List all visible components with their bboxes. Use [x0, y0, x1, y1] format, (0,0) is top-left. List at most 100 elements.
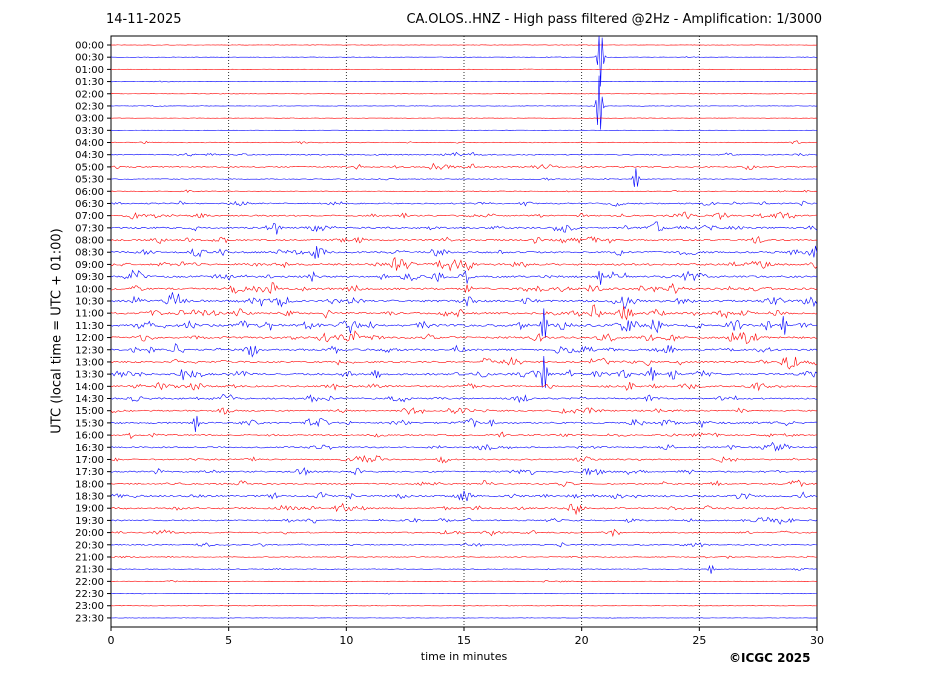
trace-row-2330 [111, 617, 817, 619]
x-tick-label: 25 [692, 634, 706, 647]
row-time-label: 09:30 [75, 272, 104, 283]
row-time-label: 17:30 [75, 467, 104, 478]
trace-row-2200 [111, 580, 817, 583]
row-time-label: 07:00 [75, 211, 104, 222]
trace-row-0230 [111, 75, 817, 130]
x-tick-label: 0 [108, 634, 115, 647]
row-time-label: 19:00 [75, 504, 104, 515]
row-time-label: 20:30 [75, 540, 104, 551]
trace-row-2230 [111, 592, 817, 595]
trace-row-2300 [111, 605, 817, 607]
x-tick-label: 15 [457, 634, 471, 647]
row-time-label: 23:30 [75, 613, 104, 624]
trace-row-0430 [111, 151, 817, 157]
trace-row-0700 [111, 211, 817, 221]
row-time-label: 18:30 [75, 492, 104, 503]
row-time-label: 14:30 [75, 394, 104, 405]
row-time-label: 02:00 [75, 89, 104, 100]
trace-row-0400 [111, 140, 817, 145]
trace-row-1600 [111, 431, 817, 440]
row-time-label: 21:00 [75, 552, 104, 563]
trace-row-0200 [111, 93, 817, 95]
trace-row-0930 [111, 269, 817, 285]
row-time-label: 16:00 [75, 431, 104, 442]
row-time-label: 22:00 [75, 577, 104, 588]
plot-frame [110, 35, 818, 628]
trace-row-1400 [111, 381, 817, 392]
trace-row-0630 [111, 200, 817, 207]
trace-row-1230 [111, 343, 817, 358]
x-axis-label: time in minutes [420, 650, 508, 663]
row-time-label: 01:30 [75, 77, 104, 88]
x-axis: 0 5 10 15 20 25 30 [108, 627, 824, 647]
y-axis-label: UTC (local time = UTC + 01:00) [49, 228, 65, 434]
row-time-label: 17:00 [75, 455, 104, 466]
row-time-label: 03:30 [75, 126, 104, 137]
row-time-label: 14:00 [75, 382, 104, 393]
row-time-label: 07:30 [75, 223, 104, 234]
trace-row-0130 [111, 80, 817, 83]
row-time-label: 11:00 [75, 309, 104, 320]
trace-row-1030 [111, 292, 817, 310]
row-time-label: 09:00 [75, 260, 104, 271]
trace-row-0900 [111, 256, 817, 272]
trace-row-0030 [111, 36, 817, 87]
row-time-label: 04:30 [75, 150, 104, 161]
trace-row-1900 [111, 502, 817, 516]
trace-row-1300 [111, 356, 817, 370]
row-time-label: 13:00 [75, 357, 104, 368]
trace-row-1730 [111, 467, 817, 476]
copyright-notice: ©ICGC 2025 [729, 651, 811, 665]
row-time-label: 03:00 [75, 114, 104, 125]
trace-row-1700 [111, 455, 817, 464]
trace-row-1330 [111, 356, 817, 388]
row-time-label: 16:30 [75, 443, 104, 454]
row-time-label: 19:30 [75, 516, 104, 527]
trace-row-0330 [111, 129, 817, 131]
row-time-label: 06:00 [75, 187, 104, 198]
recording-date: 14-11-2025 [106, 12, 182, 27]
chart-title: CA.OLOS..HNZ - High pass filtered @2Hz -… [406, 12, 822, 27]
row-time-label: 06:30 [75, 199, 104, 210]
row-time-label: 10:00 [75, 284, 104, 295]
row-time-label: 05:00 [75, 162, 104, 173]
row-time-label: 00:00 [75, 41, 104, 52]
seismic-traces [111, 36, 817, 619]
row-time-label: 15:00 [75, 406, 104, 417]
trace-row-2130 [111, 564, 817, 574]
row-time-label: 08:00 [75, 236, 104, 247]
row-time-label: 13:30 [75, 370, 104, 381]
trace-row-2100 [111, 555, 817, 559]
row-time-label: 12:30 [75, 345, 104, 356]
row-time-label: 15:30 [75, 418, 104, 429]
row-time-label: 22:30 [75, 589, 104, 600]
row-time-label: 10:30 [75, 296, 104, 307]
trace-row-1100 [111, 304, 817, 321]
trace-row-0100 [111, 68, 817, 70]
trace-row-1500 [111, 407, 817, 415]
x-tick-label: 30 [810, 634, 824, 647]
trace-row-1430 [111, 393, 817, 404]
x-tick-label: 10 [339, 634, 353, 647]
trace-row-0600 [111, 189, 817, 193]
trace-row-0530 [111, 168, 817, 187]
trace-row-1530 [111, 415, 817, 432]
x-tick-label: 20 [575, 634, 589, 647]
x-gridlines [228, 36, 700, 627]
trace-row-0830 [111, 245, 817, 259]
row-time-label: 21:30 [75, 565, 104, 576]
row-time-label: 20:00 [75, 528, 104, 539]
trace-row-0800 [111, 235, 817, 244]
trace-row-0730 [111, 221, 817, 235]
row-time-label: 18:00 [75, 479, 104, 490]
row-time-label: 02:30 [75, 101, 104, 112]
trace-row-0500 [111, 162, 817, 170]
trace-row-1200 [111, 330, 817, 344]
trace-row-1000 [111, 282, 817, 294]
trace-row-1830 [111, 490, 817, 502]
trace-row-1630 [111, 441, 817, 452]
trace-row-2000 [111, 528, 817, 538]
row-time-label: 00:30 [75, 53, 104, 64]
